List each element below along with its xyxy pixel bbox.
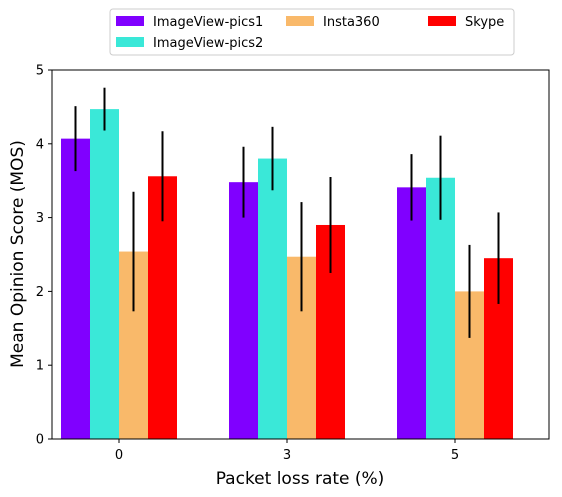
x-tick-label: 5 — [451, 448, 459, 463]
y-tick-label: 1 — [36, 359, 44, 374]
bar-imageview-pics1-0 — [61, 138, 90, 439]
legend-swatch — [116, 16, 144, 26]
error-bars-group — [74, 87, 500, 338]
legend-label: ImageView-pics1 — [153, 15, 263, 30]
bar-imageview-pics2-3 — [258, 158, 287, 439]
y-axis-label: Mean Opinion Score (MOS) — [8, 140, 28, 368]
legend: ImageView-pics1 ImageView-pics2 Insta360 Sk… — [109, 8, 515, 56]
bar-imageview-pics2-0 — [90, 109, 119, 439]
y-tick-label: 4 — [36, 137, 44, 152]
bar-imageview-pics1-3 — [229, 182, 258, 439]
legend-label: Insta360 — [323, 15, 380, 30]
legend-swatch — [286, 16, 314, 26]
legend-label: ImageView-pics2 — [153, 36, 263, 51]
y-tick-label: 5 — [36, 64, 44, 79]
x-tick-label: 0 — [115, 448, 123, 463]
legend-frame — [109, 8, 515, 56]
bar-imageview-pics1-5 — [397, 187, 426, 439]
y-tick-label: 0 — [36, 433, 44, 448]
y-tick-label: 2 — [36, 285, 44, 300]
y-tick-label: 3 — [36, 211, 44, 226]
bar-imageview-pics2-5 — [426, 177, 455, 440]
legend-swatch — [428, 16, 456, 26]
x-axis-label: Packet loss rate (%) — [216, 469, 385, 489]
plot-frame — [51, 69, 550, 440]
bars-group — [61, 109, 513, 440]
legend-swatch — [116, 37, 144, 47]
legend-label: Skype — [465, 15, 504, 30]
y-axis: 0 1 2 3 4 5 — [36, 64, 52, 448]
x-tick-label: 3 — [283, 448, 291, 463]
x-axis: 0 3 5 — [115, 439, 459, 463]
